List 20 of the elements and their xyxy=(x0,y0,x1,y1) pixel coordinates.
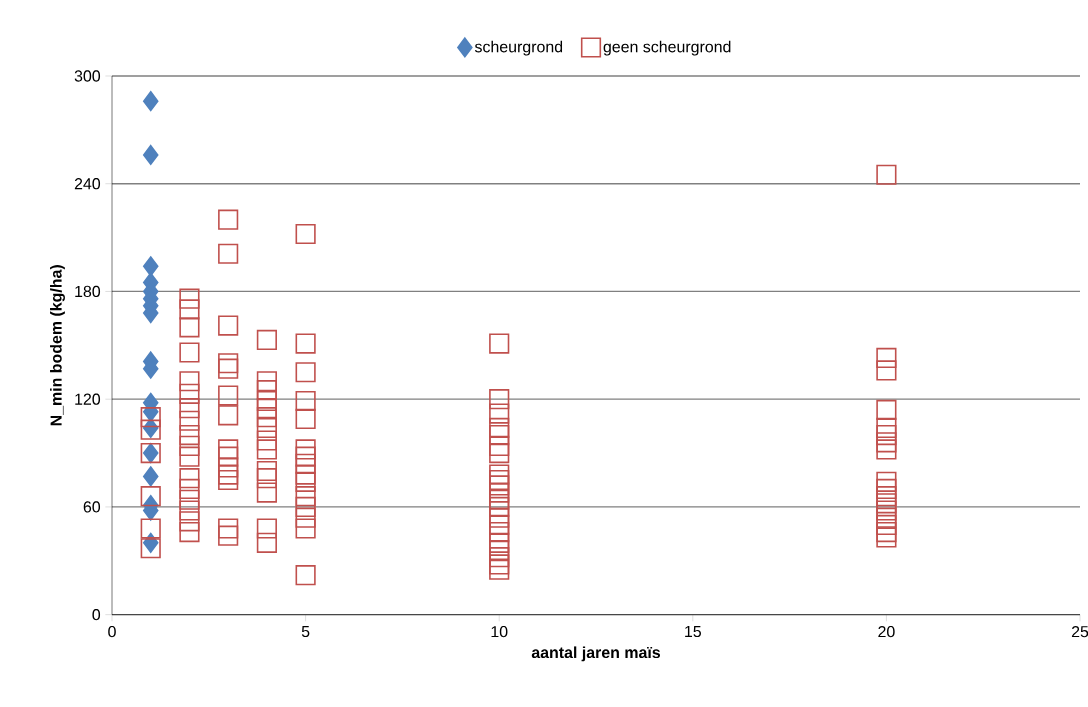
x-tick-label: 15 xyxy=(685,626,701,638)
y-tick-label: 60 xyxy=(83,501,101,513)
x-tick-label: 0 xyxy=(108,626,116,638)
x-tick-label: 5 xyxy=(301,626,310,638)
y-tick-label: 120 xyxy=(75,393,101,405)
x-tick-label: 25 xyxy=(1071,626,1088,638)
legend-label: geen scheurgrond xyxy=(603,40,731,56)
y-tick-label: 240 xyxy=(74,178,101,190)
y-tick-label: 180 xyxy=(75,285,101,298)
x-tick-label: 10 xyxy=(491,626,508,638)
y-axis-title: N_min bodem (kg/ha) xyxy=(50,265,65,426)
point xyxy=(142,256,159,277)
point xyxy=(142,145,159,166)
legend-label: scheurgrond xyxy=(474,40,563,56)
x-tick-label: 20 xyxy=(878,626,895,638)
point xyxy=(142,466,159,487)
point xyxy=(142,91,159,112)
y-tick-label: 0 xyxy=(92,609,101,621)
y-tick-label: 300 xyxy=(74,70,101,82)
x-axis-title: aantal jaren maïs xyxy=(531,646,661,662)
